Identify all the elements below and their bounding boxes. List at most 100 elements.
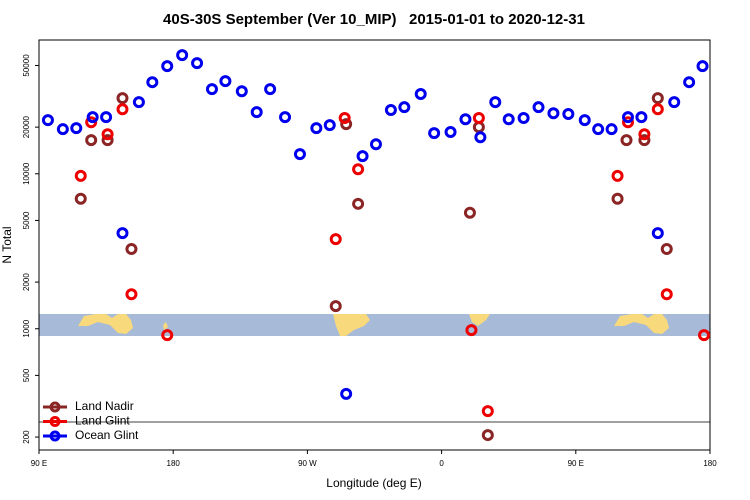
point <box>264 83 277 96</box>
y-tick-label: 500 <box>22 368 31 382</box>
point <box>250 106 263 119</box>
map-ocean <box>39 314 710 336</box>
y-tick-label: 5000 <box>22 211 31 229</box>
point <box>116 103 129 116</box>
point <box>660 243 673 256</box>
x-tick-label: 90 E <box>31 459 47 468</box>
point <box>70 122 83 135</box>
point <box>176 49 189 62</box>
x-tick-label: 90 W <box>298 459 317 468</box>
plot-frame <box>38 39 711 451</box>
point <box>621 116 634 129</box>
point <box>635 111 648 124</box>
point <box>101 134 114 147</box>
x-tick-label: 0 <box>439 459 444 468</box>
point <box>428 127 441 140</box>
point <box>86 111 99 124</box>
point <box>611 192 624 205</box>
point <box>100 111 113 124</box>
y-tick-label: 50000 <box>22 54 31 77</box>
point <box>279 111 292 124</box>
point <box>329 300 342 313</box>
point <box>651 227 664 240</box>
chart-title: 40S-30S September (Ver 10_MIP) 2015-01-0… <box>163 11 585 28</box>
point <box>638 128 651 141</box>
map-land <box>163 322 168 330</box>
x-tick-label: 180 <box>703 459 717 468</box>
point <box>578 114 591 127</box>
point <box>489 96 502 109</box>
point <box>369 138 382 151</box>
map-land <box>469 314 490 326</box>
point <box>74 192 87 205</box>
point <box>329 233 342 246</box>
point <box>132 96 145 109</box>
map-land <box>333 314 370 336</box>
point <box>340 118 353 131</box>
point <box>463 206 476 219</box>
legend-label: Land Nadir <box>75 399 134 413</box>
point <box>41 114 54 127</box>
point <box>125 243 138 256</box>
point <box>219 75 232 88</box>
point <box>472 112 485 125</box>
point <box>293 148 306 161</box>
point <box>85 134 98 147</box>
x-axis-label: Longitude (deg E) <box>326 476 421 490</box>
legend-label: Ocean Glint <box>75 428 139 442</box>
point <box>592 123 605 136</box>
point <box>161 329 174 342</box>
point <box>696 60 709 73</box>
point <box>356 150 369 163</box>
point <box>532 101 545 114</box>
point <box>338 112 351 125</box>
point <box>660 288 673 301</box>
point <box>611 169 624 182</box>
y-tick-label: 20000 <box>22 115 31 138</box>
point <box>56 123 69 136</box>
point <box>191 57 204 70</box>
point <box>146 76 159 89</box>
point <box>638 134 651 147</box>
y-tick-label: 10000 <box>22 162 31 185</box>
point <box>116 92 129 105</box>
y-tick-label: 1000 <box>22 319 31 337</box>
point <box>323 119 336 132</box>
map-band <box>39 314 710 336</box>
point <box>398 101 411 114</box>
point <box>444 126 457 139</box>
point <box>481 405 494 418</box>
map-land <box>614 314 669 334</box>
point <box>414 88 427 101</box>
point <box>683 76 696 89</box>
y-tick-label: 200 <box>22 430 31 444</box>
point <box>651 103 664 116</box>
point <box>352 197 365 210</box>
point <box>651 92 664 105</box>
point <box>474 131 487 144</box>
point <box>517 112 530 125</box>
legend-marker <box>49 416 61 427</box>
point <box>340 387 353 400</box>
point <box>74 169 87 182</box>
point <box>547 107 560 120</box>
x-tick-label: 90 E <box>568 459 584 468</box>
point <box>698 329 711 342</box>
y-axis-label: N Total <box>0 226 14 263</box>
point <box>235 85 248 98</box>
legend-label: Land Glint <box>75 414 130 428</box>
x-tick-label: 180 <box>167 459 181 468</box>
point <box>161 60 174 73</box>
legend-marker <box>49 430 61 442</box>
legend-marker <box>49 401 61 413</box>
point <box>384 103 397 116</box>
y-tick-label: 2000 <box>22 273 31 291</box>
point <box>352 163 365 176</box>
point <box>605 123 618 136</box>
point <box>459 113 472 126</box>
point <box>101 128 114 141</box>
point <box>620 134 633 147</box>
point <box>125 288 138 301</box>
point <box>205 83 218 96</box>
